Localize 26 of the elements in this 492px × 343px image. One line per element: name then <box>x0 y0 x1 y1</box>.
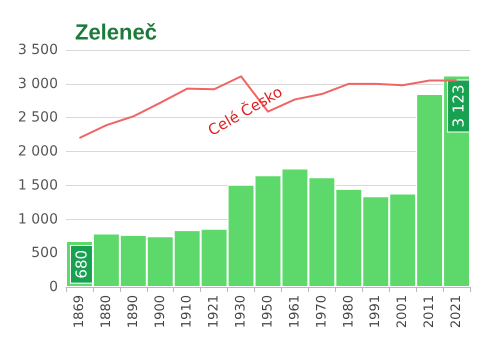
x-tick-label: 1869 <box>72 295 87 328</box>
x-tick-label: 2011 <box>422 295 438 328</box>
y-tick-label: 2 000 <box>18 144 58 160</box>
x-tick-label: 1970 <box>314 295 330 328</box>
x-tick-label: 1930 <box>234 295 249 328</box>
y-tick-label: 1 500 <box>18 177 58 194</box>
y-tick-label: 0 <box>49 279 58 295</box>
x-tick-label: 1991 <box>368 295 384 328</box>
x-tick-label: 2021 <box>449 295 464 328</box>
x-tick-label: 1890 <box>126 295 141 328</box>
x-tick-label: 1950 <box>260 295 276 328</box>
x-tick-label: 1900 <box>152 295 168 328</box>
x-tick-label: 1910 <box>180 295 195 328</box>
y-tick-label: 2 500 <box>18 110 58 126</box>
data-label: 3 123 <box>450 84 468 128</box>
x-tick-label: 1961 <box>287 295 302 328</box>
x-tick-label: 1980 <box>341 295 356 328</box>
data-label: 680 <box>72 250 90 279</box>
y-tick-label: 3 000 <box>18 76 58 92</box>
x-tick-label: 1880 <box>98 295 114 328</box>
y-tick-label: 3 500 <box>18 42 58 58</box>
y-tick-label: 500 <box>31 245 58 262</box>
y-tick-label: 1 000 <box>18 211 58 228</box>
x-tick-label: 1921 <box>206 295 222 328</box>
chart-title: Zeleneč <box>75 20 157 44</box>
x-tick-label: 2001 <box>395 295 410 328</box>
